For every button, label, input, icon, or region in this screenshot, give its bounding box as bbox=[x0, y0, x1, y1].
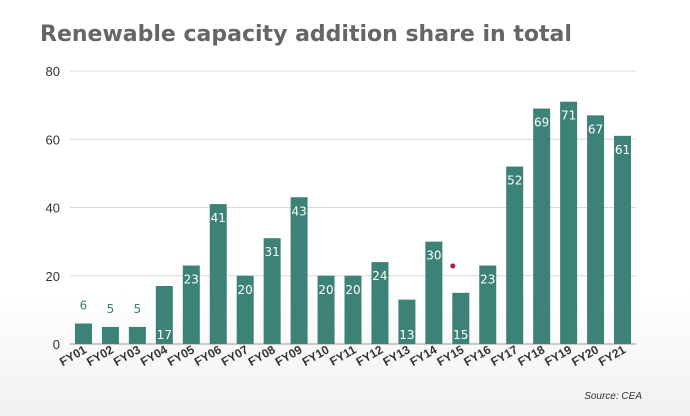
bar-FY08 bbox=[263, 238, 281, 344]
data-label-FY20: 67 bbox=[588, 122, 603, 136]
data-label-FY02: 5 bbox=[107, 302, 115, 316]
y-tick-label-40: 40 bbox=[46, 201, 60, 216]
data-labels: 6 5 5 17 23 41 20 31 43 20 20 24 13 30 15 23 52 69 71 67 61 bbox=[80, 109, 631, 342]
data-label-FY13: 13 bbox=[399, 328, 414, 342]
data-label-FY14: 30 bbox=[426, 249, 441, 263]
bars bbox=[74, 101, 632, 345]
data-label-FY06: 41 bbox=[211, 211, 226, 225]
bar-FY07 bbox=[236, 275, 254, 344]
data-label-FY05: 23 bbox=[184, 273, 199, 287]
data-label-FY04: 17 bbox=[157, 328, 172, 342]
annotation-markers bbox=[450, 263, 456, 269]
bar-FY09 bbox=[290, 197, 308, 344]
y-tick-label-0: 0 bbox=[53, 337, 60, 352]
data-label-FY15: 15 bbox=[453, 328, 468, 342]
data-label-FY10: 20 bbox=[318, 283, 333, 297]
data-label-FY01: 6 bbox=[80, 299, 88, 313]
data-label-FY09: 43 bbox=[291, 204, 306, 218]
bar-FY05 bbox=[182, 265, 200, 344]
y-tick-label-20: 20 bbox=[46, 269, 60, 284]
y-tick-label-60: 60 bbox=[46, 132, 60, 147]
data-label-FY08: 31 bbox=[265, 245, 280, 259]
marker-dot bbox=[450, 263, 456, 269]
bar-FY03 bbox=[128, 326, 146, 344]
y-tick-label-80: 80 bbox=[46, 64, 60, 79]
bar-FY16 bbox=[479, 265, 497, 344]
bar-FY12 bbox=[371, 262, 389, 344]
data-label-FY19: 71 bbox=[561, 109, 576, 123]
bar-FY01 bbox=[74, 323, 92, 344]
y-axis-ticks: 0 20 40 60 80 bbox=[46, 64, 60, 352]
data-label-FY12: 24 bbox=[372, 269, 387, 283]
x-tick-label-FY21: FY21 bbox=[596, 342, 628, 369]
title: Renewable capacity addition share in tot… bbox=[40, 22, 572, 47]
bar-FY04 bbox=[155, 285, 173, 344]
bar-FY13 bbox=[398, 299, 416, 344]
bar-FY17 bbox=[506, 166, 524, 344]
bar-FY14 bbox=[425, 241, 443, 344]
data-label-FY16: 23 bbox=[480, 273, 495, 287]
bar-FY19 bbox=[560, 101, 578, 345]
bar-FY18 bbox=[533, 108, 551, 344]
data-label-FY07: 20 bbox=[238, 283, 253, 297]
x-axis-ticks: FY01FY02FY03FY04FY05FY06FY07FY08FY09FY10… bbox=[57, 342, 628, 369]
bar-FY06 bbox=[209, 204, 227, 344]
bar-FY10 bbox=[317, 275, 335, 344]
bar-FY11 bbox=[344, 275, 362, 344]
source-note: Source: CEA bbox=[584, 391, 642, 402]
bar-FY20 bbox=[587, 115, 605, 344]
bar-FY15 bbox=[452, 292, 470, 344]
data-label-FY17: 52 bbox=[507, 174, 522, 188]
bar-FY02 bbox=[101, 326, 119, 344]
data-label-FY03: 5 bbox=[134, 302, 142, 316]
data-label-FY18: 69 bbox=[534, 116, 549, 130]
data-label-FY21: 61 bbox=[615, 143, 630, 157]
data-label-FY11: 20 bbox=[345, 283, 360, 297]
bar-FY21 bbox=[614, 135, 632, 344]
